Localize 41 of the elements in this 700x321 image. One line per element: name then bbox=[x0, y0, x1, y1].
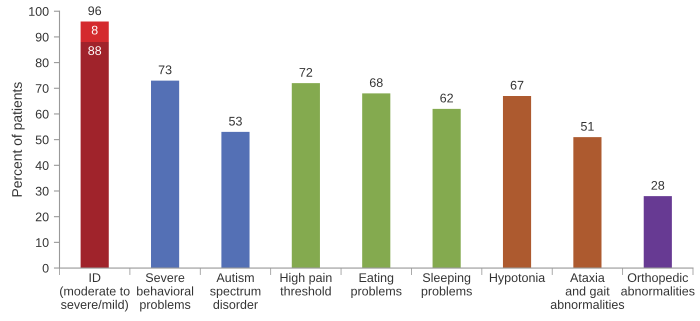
x-tick-label: High pain threshold bbox=[280, 272, 332, 296]
data-label: 8 bbox=[92, 26, 98, 35]
x-tick-label: Hypotonia bbox=[490, 272, 546, 285]
data-label: 28 bbox=[651, 180, 664, 190]
bar bbox=[151, 80, 180, 268]
x-tick-label: Sleeping problems bbox=[422, 272, 472, 298]
data-label: 72 bbox=[300, 68, 312, 77]
y-tick-label: 90 bbox=[36, 32, 49, 42]
y-tick-label: 60 bbox=[36, 110, 49, 119]
x-tick-label: ID (moderate to severe/mild) bbox=[60, 273, 130, 312]
y-tick-label: 0 bbox=[42, 264, 49, 273]
data-label: 88 bbox=[88, 46, 102, 56]
y-tick-label: 100 bbox=[29, 7, 49, 16]
bar bbox=[292, 83, 320, 268]
x-tick-label: Orthopedic abnormalities bbox=[621, 272, 695, 296]
bar bbox=[502, 96, 532, 268]
y-tick-label: 40 bbox=[35, 161, 49, 170]
bar bbox=[362, 93, 390, 268]
x-tick-label: Severe behavioral problems bbox=[137, 273, 194, 312]
total-label: 96 bbox=[88, 6, 102, 16]
bar bbox=[80, 22, 109, 42]
bar bbox=[432, 108, 461, 268]
bar bbox=[644, 196, 672, 268]
y-tick-label: 30 bbox=[36, 186, 49, 196]
y-tick-label: 80 bbox=[36, 58, 49, 68]
data-label: 62 bbox=[440, 94, 453, 102]
y-tick-label: 10 bbox=[36, 238, 49, 248]
data-label: 73 bbox=[158, 65, 172, 74]
x-tick-label: Eating problems bbox=[351, 272, 402, 298]
bar bbox=[573, 137, 602, 268]
y-axis-title: Percent of patients bbox=[12, 82, 25, 196]
data-label: 53 bbox=[229, 116, 242, 126]
y-tick-label: 70 bbox=[36, 84, 49, 93]
y-tick-label: 50 bbox=[36, 135, 49, 144]
x-tick-label: Autism spectrum disorder bbox=[210, 272, 260, 310]
data-label: 51 bbox=[580, 122, 594, 131]
data-label: 67 bbox=[510, 80, 524, 90]
y-tick-label: 20 bbox=[36, 212, 49, 222]
bar bbox=[221, 132, 250, 268]
bar bbox=[80, 42, 109, 268]
data-label: 68 bbox=[370, 78, 383, 88]
